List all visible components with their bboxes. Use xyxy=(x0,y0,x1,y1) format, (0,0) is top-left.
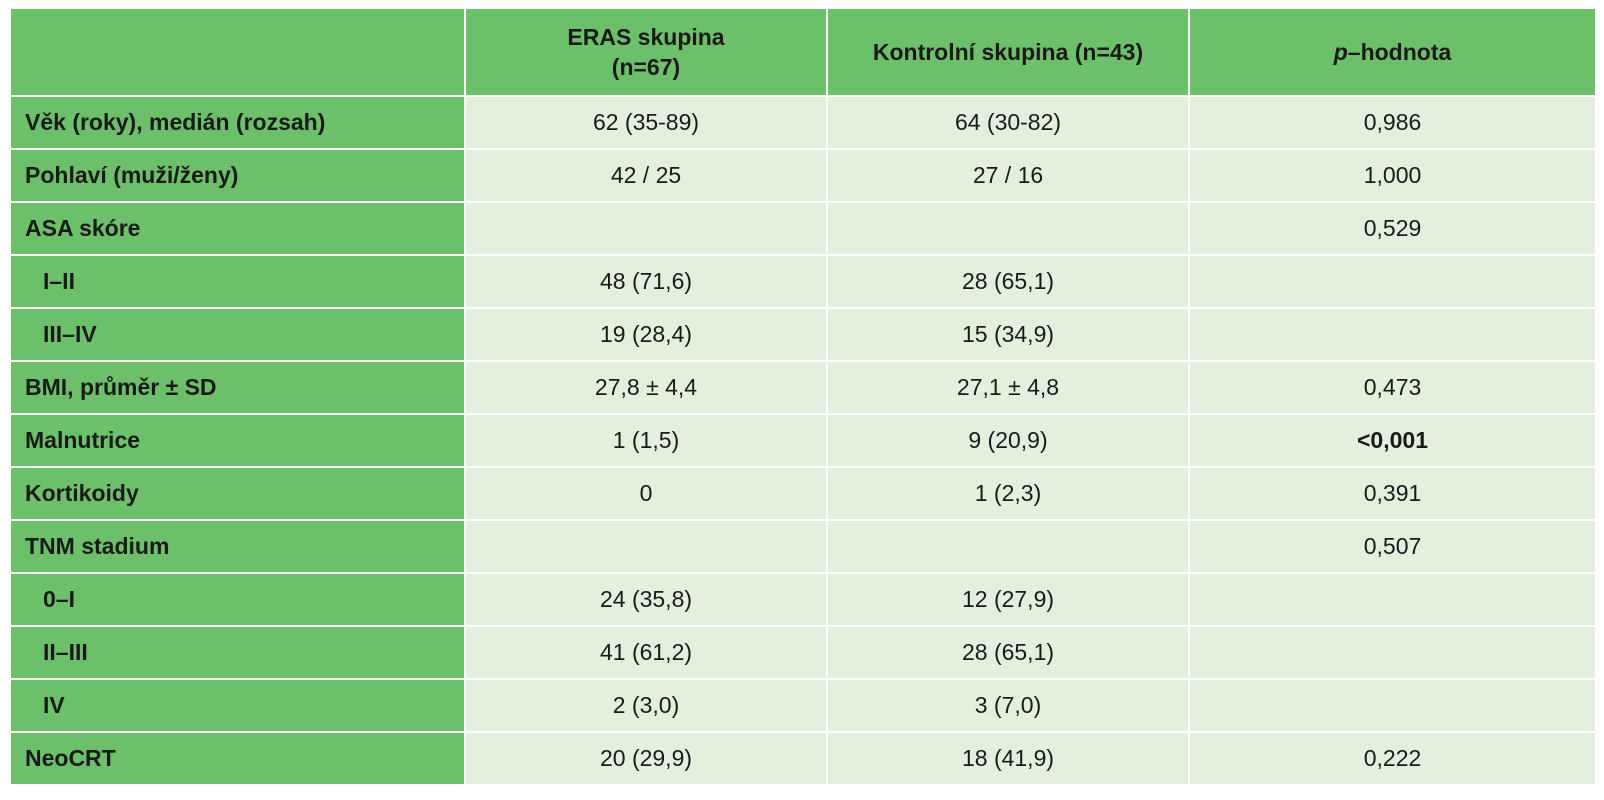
p-value xyxy=(1188,572,1597,627)
eras-value: 20 (29,9) xyxy=(464,731,828,786)
eras-value: 1 (1,5) xyxy=(464,413,828,468)
eras-value: 62 (35-89) xyxy=(464,95,828,150)
eras-value xyxy=(464,201,828,256)
eras-value: 0 xyxy=(464,466,828,521)
control-value: 27 / 16 xyxy=(826,148,1190,203)
control-value: 9 (20,9) xyxy=(826,413,1190,468)
control-value: 12 (27,9) xyxy=(826,572,1190,627)
control-value: 3 (7,0) xyxy=(826,678,1190,733)
table-row: Pohlaví (muži/ženy) 42 / 25 27 / 16 1,00… xyxy=(9,148,1597,203)
eras-value: 24 (35,8) xyxy=(464,572,828,627)
header-control-group: Kontrolní skupina (n=43) xyxy=(826,7,1190,97)
p-value: 0,986 xyxy=(1188,95,1597,150)
header-eras-count: (n=67) xyxy=(611,54,681,80)
control-value xyxy=(826,201,1190,256)
eras-value: 2 (3,0) xyxy=(464,678,828,733)
eras-value: 41 (61,2) xyxy=(464,625,828,680)
p-value xyxy=(1188,254,1597,309)
header-p-suffix: –hodnota xyxy=(1347,39,1452,65)
p-value xyxy=(1188,678,1597,733)
table-row: 0–I 24 (35,8) 12 (27,9) xyxy=(9,572,1597,627)
p-value: 0,222 xyxy=(1188,731,1597,786)
row-label: III–IV xyxy=(9,307,466,362)
eras-value xyxy=(464,519,828,574)
header-row: ERAS skupina (n=67) Kontrolní skupina (n… xyxy=(9,7,1597,97)
control-value: 64 (30-82) xyxy=(826,95,1190,150)
table-row: ASA skóre 0,529 xyxy=(9,201,1597,256)
p-value: 0,473 xyxy=(1188,360,1597,415)
header-p-letter: p xyxy=(1333,39,1348,65)
table-row: BMI, průměr ± SD 27,8 ± 4,4 27,1 ± 4,8 0… xyxy=(9,360,1597,415)
row-label: Věk (roky), medián (rozsah) xyxy=(9,95,466,150)
eras-value: 19 (28,4) xyxy=(464,307,828,362)
p-value: 1,000 xyxy=(1188,148,1597,203)
header-corner-cell xyxy=(9,7,466,97)
table-row: Věk (roky), medián (rozsah) 62 (35-89) 6… xyxy=(9,95,1597,150)
row-label: IV xyxy=(9,678,466,733)
eras-value: 48 (71,6) xyxy=(464,254,828,309)
row-label: II–III xyxy=(9,625,466,680)
table-row: NeoCRT 20 (29,9) 18 (41,9) 0,222 xyxy=(9,731,1597,786)
row-label: BMI, průměr ± SD xyxy=(9,360,466,415)
control-value: 28 (65,1) xyxy=(826,254,1190,309)
p-value: 0,507 xyxy=(1188,519,1597,574)
row-label: Kortikoidy xyxy=(9,466,466,521)
eras-value: 42 / 25 xyxy=(464,148,828,203)
row-label: 0–I xyxy=(9,572,466,627)
control-value: 15 (34,9) xyxy=(826,307,1190,362)
row-label: NeoCRT xyxy=(9,731,466,786)
control-value xyxy=(826,519,1190,574)
row-label: Pohlaví (muži/ženy) xyxy=(9,148,466,203)
row-label: TNM stadium xyxy=(9,519,466,574)
p-value: 0,391 xyxy=(1188,466,1597,521)
p-value-significant: <0,001 xyxy=(1188,413,1597,468)
comparison-table: ERAS skupina (n=67) Kontrolní skupina (n… xyxy=(9,7,1597,786)
table-row: Malnutrice 1 (1,5) 9 (20,9) <0,001 xyxy=(9,413,1597,468)
p-value: 0,529 xyxy=(1188,201,1597,256)
row-label: ASA skóre xyxy=(9,201,466,256)
table-row: Kortikoidy 0 1 (2,3) 0,391 xyxy=(9,466,1597,521)
table-row: II–III 41 (61,2) 28 (65,1) xyxy=(9,625,1597,680)
table-row: IV 2 (3,0) 3 (7,0) xyxy=(9,678,1597,733)
control-value: 28 (65,1) xyxy=(826,625,1190,680)
eras-value: 27,8 ± 4,4 xyxy=(464,360,828,415)
control-value: 1 (2,3) xyxy=(826,466,1190,521)
table-row: TNM stadium 0,507 xyxy=(9,519,1597,574)
p-value xyxy=(1188,307,1597,362)
table-row: I–II 48 (71,6) 28 (65,1) xyxy=(9,254,1597,309)
row-label: I–II xyxy=(9,254,466,309)
header-eras-title: ERAS skupina xyxy=(567,24,725,50)
header-eras-group: ERAS skupina (n=67) xyxy=(464,7,828,97)
control-value: 18 (41,9) xyxy=(826,731,1190,786)
header-p-value: p–hodnota xyxy=(1188,7,1597,97)
row-label: Malnutrice xyxy=(9,413,466,468)
table-row: III–IV 19 (28,4) 15 (34,9) xyxy=(9,307,1597,362)
p-value xyxy=(1188,625,1597,680)
control-value: 27,1 ± 4,8 xyxy=(826,360,1190,415)
